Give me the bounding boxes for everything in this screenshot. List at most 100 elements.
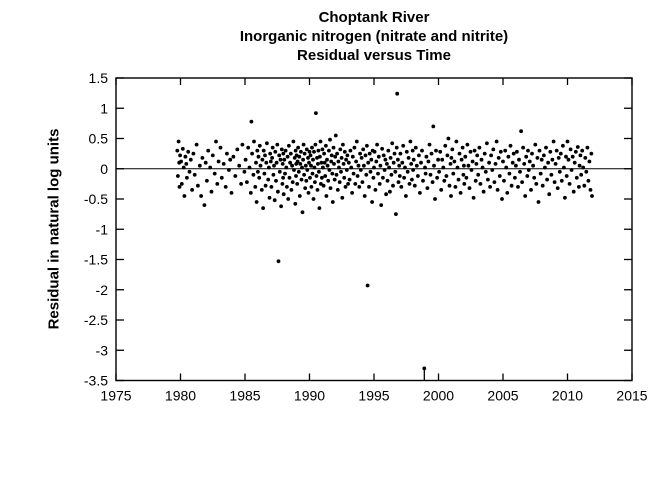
data-point	[185, 175, 189, 180]
data-point	[581, 165, 586, 170]
data-point	[472, 148, 477, 153]
data-point	[275, 142, 280, 147]
data-point	[381, 175, 385, 180]
data-point	[253, 185, 258, 189]
data-point	[311, 197, 316, 201]
chart-title-line1: Choptank River	[318, 9, 430, 26]
data-point	[267, 195, 272, 200]
data-point	[252, 139, 256, 144]
data-point	[324, 194, 329, 198]
data-point	[585, 145, 590, 150]
data-point	[239, 182, 244, 186]
data-point	[219, 175, 224, 180]
data-point	[542, 153, 546, 158]
data-point	[192, 172, 197, 177]
data-point	[349, 165, 354, 170]
data-point	[321, 183, 326, 188]
data-point	[462, 182, 467, 186]
data-point	[400, 160, 405, 165]
data-point	[182, 194, 187, 198]
data-point	[420, 148, 424, 153]
data-point	[557, 169, 562, 174]
data-point	[507, 171, 512, 176]
data-point	[449, 156, 454, 160]
chart-title-line3: Residual versus Time	[297, 47, 451, 64]
data-point	[556, 156, 561, 160]
data-point	[479, 157, 484, 162]
data-point	[316, 148, 321, 153]
data-point	[388, 189, 392, 194]
data-point	[530, 151, 534, 156]
data-point	[406, 156, 411, 160]
data-point	[260, 157, 265, 162]
x-tick-label: 1995	[358, 388, 389, 404]
data-point	[503, 148, 508, 153]
data-point	[497, 174, 502, 178]
data-point	[388, 156, 393, 160]
data-point	[466, 163, 471, 168]
data-point	[450, 147, 455, 152]
data-point	[333, 133, 338, 138]
data-point	[525, 174, 530, 178]
data-point	[535, 156, 540, 160]
data-point	[391, 160, 396, 165]
data-point	[295, 159, 300, 164]
data-point	[363, 153, 368, 158]
data-point	[577, 185, 581, 189]
data-point	[191, 151, 196, 156]
data-point	[312, 149, 316, 154]
data-point	[436, 157, 440, 162]
data-point	[228, 157, 233, 162]
data-point	[272, 163, 276, 168]
data-point	[179, 159, 184, 164]
data-point	[430, 180, 435, 185]
data-point	[343, 185, 348, 189]
data-point	[299, 177, 304, 182]
data-point	[357, 185, 362, 189]
data-point	[449, 194, 453, 198]
data-point	[266, 177, 271, 182]
data-point	[202, 203, 207, 208]
data-point	[381, 153, 386, 158]
data-point	[569, 168, 574, 172]
data-point	[354, 159, 358, 164]
data-point	[429, 151, 434, 156]
data-point	[231, 154, 236, 159]
data-point	[367, 185, 371, 189]
data-point	[339, 169, 343, 174]
data-point	[190, 188, 195, 192]
data-point	[431, 124, 436, 129]
data-point	[559, 178, 564, 183]
data-point	[582, 183, 587, 188]
data-point	[464, 175, 469, 180]
data-point	[567, 182, 572, 186]
chart-title: Choptank River Inorganic nitrogen (nitra…	[116, 8, 632, 65]
data-point	[297, 194, 302, 198]
data-point	[285, 185, 289, 189]
data-point	[551, 139, 556, 144]
data-point	[571, 189, 576, 194]
data-point	[346, 182, 350, 186]
data-point	[218, 145, 223, 150]
data-point	[382, 168, 387, 172]
x-tick-label: 1980	[165, 388, 196, 404]
data-point	[271, 172, 276, 177]
data-point	[579, 172, 584, 177]
data-point	[359, 156, 364, 160]
data-point	[550, 157, 555, 162]
data-point	[176, 174, 180, 178]
data-point	[315, 156, 319, 160]
data-point	[186, 149, 191, 154]
y-tick-label: -3	[96, 342, 109, 358]
data-point	[544, 145, 548, 150]
data-point	[529, 188, 533, 192]
data-point	[482, 151, 487, 156]
data-point	[287, 175, 292, 180]
data-point	[422, 366, 427, 371]
data-point	[299, 149, 303, 154]
data-point	[256, 154, 261, 159]
data-point	[506, 154, 511, 159]
data-point	[520, 180, 524, 185]
data-point	[546, 160, 550, 165]
